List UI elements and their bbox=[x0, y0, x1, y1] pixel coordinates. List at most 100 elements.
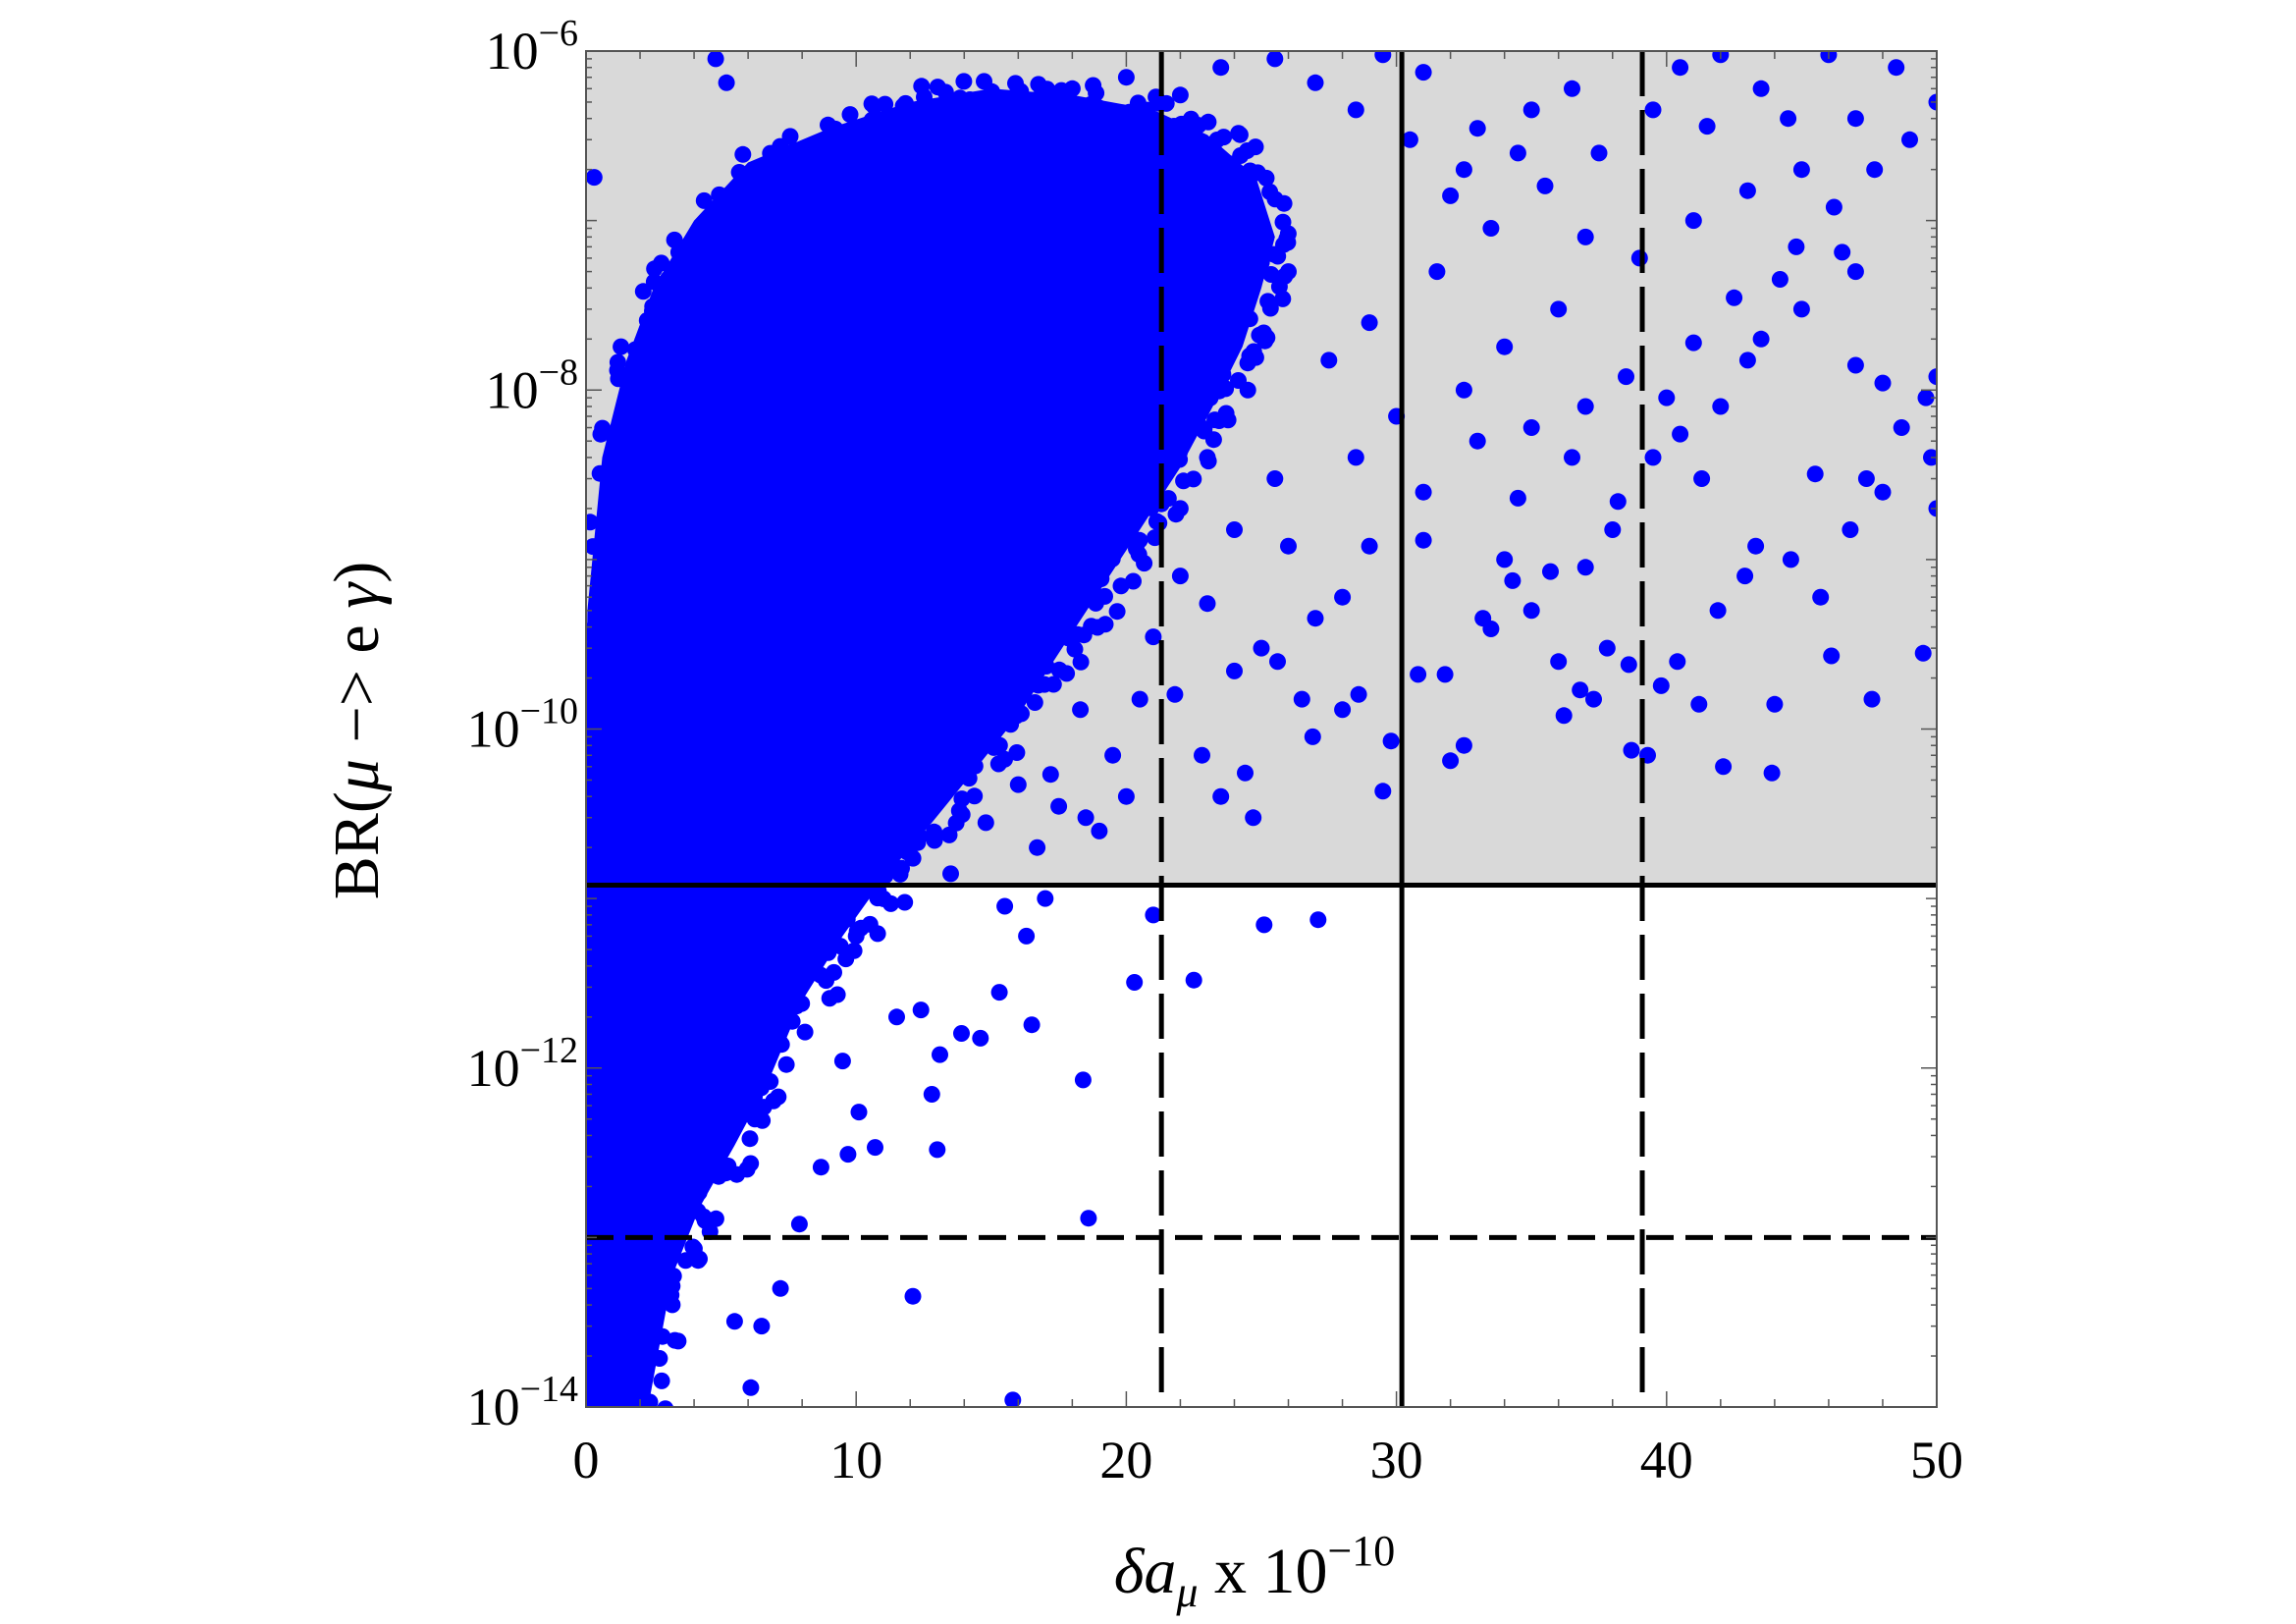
data-point bbox=[1564, 449, 1580, 466]
cloud-edge-point bbox=[613, 338, 630, 355]
data-point bbox=[1145, 906, 1162, 924]
cloud-edge-point bbox=[787, 998, 805, 1015]
data-point bbox=[1652, 677, 1670, 694]
cloud-edge-point bbox=[1030, 76, 1047, 93]
cloud-edge-point bbox=[601, 710, 618, 728]
data-point bbox=[707, 51, 724, 68]
cloud-edge-point bbox=[838, 910, 856, 928]
cloud-edge-point bbox=[984, 85, 1001, 103]
data-point bbox=[1496, 551, 1514, 568]
data-point bbox=[1618, 368, 1634, 386]
cloud-edge-point bbox=[586, 677, 591, 692]
cloud-edge-point bbox=[1012, 82, 1030, 100]
data-point bbox=[1812, 588, 1830, 606]
cloud-edge-point bbox=[593, 561, 611, 578]
cloud-edge-point bbox=[762, 1073, 779, 1090]
data-point bbox=[1117, 787, 1135, 805]
data-point bbox=[1171, 86, 1189, 104]
cloud-edge-point bbox=[623, 385, 641, 403]
data-point bbox=[1550, 300, 1568, 318]
data-point bbox=[1266, 51, 1284, 68]
y-tick-label: 10−12 bbox=[467, 1030, 578, 1098]
cloud-edge-point bbox=[929, 79, 946, 96]
data-point bbox=[1255, 916, 1273, 934]
cloud-edge-point bbox=[911, 828, 929, 845]
data-point bbox=[1522, 602, 1540, 620]
data-point bbox=[1825, 198, 1842, 216]
cloud-edge-point bbox=[1196, 422, 1213, 440]
reference-lines-layer bbox=[586, 51, 1937, 1407]
data-point bbox=[850, 1104, 868, 1121]
cloud-edge-point bbox=[634, 1379, 652, 1396]
data-point bbox=[1415, 64, 1432, 81]
data-point bbox=[1401, 131, 1418, 148]
cloud-edge-point bbox=[622, 1392, 640, 1407]
cloud-edge-point bbox=[730, 164, 748, 181]
data-point bbox=[1576, 559, 1594, 576]
data-point bbox=[932, 1046, 948, 1063]
data-point bbox=[1923, 449, 1937, 466]
x-tick-label: 40 bbox=[1640, 1431, 1693, 1489]
data-point bbox=[1050, 797, 1068, 815]
cloud-edge-point bbox=[966, 757, 984, 775]
y-tick-base: 10 bbox=[467, 700, 520, 759]
data-point bbox=[1736, 568, 1754, 585]
data-point bbox=[1029, 839, 1046, 856]
cloud-edge-point bbox=[720, 1123, 737, 1141]
data-point bbox=[1309, 911, 1327, 929]
data-point bbox=[1509, 144, 1526, 162]
data-point bbox=[753, 1318, 771, 1335]
cloud-edge-point bbox=[626, 341, 644, 358]
data-point bbox=[1080, 1210, 1097, 1227]
data-point bbox=[1074, 1071, 1092, 1089]
data-point bbox=[1347, 101, 1364, 119]
data-point bbox=[1672, 425, 1689, 443]
data-point bbox=[847, 927, 865, 945]
cloud-edge-point bbox=[869, 890, 886, 907]
ticks-layer bbox=[585, 51, 1938, 1408]
cloud-edge-point bbox=[1274, 213, 1292, 231]
cloud-edge-point bbox=[1131, 531, 1148, 549]
cloud-edge-point bbox=[1241, 310, 1258, 328]
cloud-edge-point bbox=[646, 260, 664, 278]
cloud-edge-point bbox=[733, 177, 751, 194]
cloud-edge-point bbox=[826, 963, 842, 981]
cloud-edge-point bbox=[1231, 126, 1249, 143]
x-tick-label: 20 bbox=[1099, 1431, 1152, 1489]
cloud-edge-point bbox=[1170, 444, 1188, 461]
cloud-edge-point bbox=[665, 1268, 682, 1285]
cloud-edge-point bbox=[645, 273, 663, 291]
cloud-edge-point bbox=[1214, 365, 1232, 383]
data-point bbox=[1226, 521, 1243, 538]
data-point bbox=[1846, 110, 1864, 128]
cloud-edge-point bbox=[777, 1056, 795, 1073]
data-point bbox=[1644, 449, 1662, 466]
y-tick-label: 10−8 bbox=[486, 352, 578, 419]
data-point bbox=[1428, 263, 1446, 281]
cloud-edge-point bbox=[1210, 382, 1228, 400]
cloud-edge-point bbox=[682, 236, 700, 253]
data-point bbox=[1857, 470, 1875, 487]
cloud-edge-point bbox=[1047, 91, 1065, 109]
data-point bbox=[1468, 432, 1486, 450]
y-title-mu: μ bbox=[321, 759, 393, 792]
data-point bbox=[1009, 776, 1027, 793]
data-point bbox=[1091, 822, 1108, 839]
data-point bbox=[1410, 666, 1427, 683]
data-point bbox=[1004, 1391, 1022, 1407]
data-point bbox=[1077, 809, 1095, 827]
data-point bbox=[1564, 80, 1580, 97]
cloud-edge-point bbox=[597, 1398, 614, 1407]
cloud-edge-point bbox=[610, 370, 627, 388]
cloud-edge-point bbox=[953, 806, 971, 824]
data-point bbox=[1455, 161, 1472, 179]
cloud-edge-point bbox=[1217, 405, 1235, 422]
cloud-edge-point bbox=[882, 894, 899, 912]
cloud-edge-point bbox=[608, 1385, 625, 1403]
cloud-edge-point bbox=[1185, 116, 1202, 134]
data-point bbox=[1752, 330, 1770, 348]
x-tick-labels: 0 10 20 30 40 50 bbox=[573, 1431, 1964, 1489]
data-point bbox=[1293, 690, 1310, 708]
